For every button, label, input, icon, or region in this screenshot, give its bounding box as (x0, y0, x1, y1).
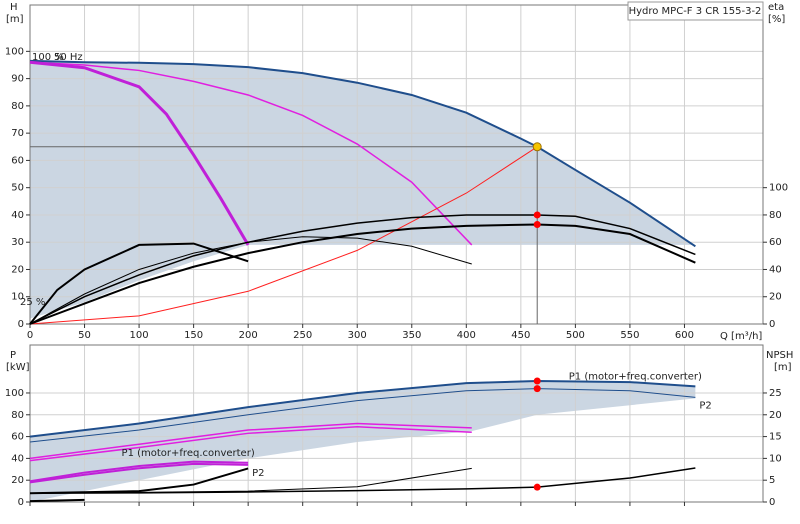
operating-point (533, 220, 541, 228)
curve (29, 498, 85, 503)
annotation: 25 % (20, 297, 45, 308)
x-tick-label: 550 (620, 330, 639, 341)
x-tick-label: 100 (130, 330, 149, 341)
y2-tick-label: 20 (769, 410, 782, 421)
operating-point (533, 483, 541, 491)
curve (29, 60, 250, 246)
curve (29, 61, 473, 246)
curve (29, 422, 472, 460)
y2-unit: [%] (768, 14, 785, 25)
y2-tick-label: 5 (769, 475, 775, 486)
x-tick-label: 350 (402, 330, 421, 341)
curve (29, 59, 696, 248)
annotation: 50 Hz (54, 52, 83, 63)
y-tick-label: 20 (11, 475, 24, 486)
title-box (627, 1, 764, 21)
y2-tick-label: 0 (769, 497, 775, 508)
x-tick-label: 450 (511, 330, 530, 341)
y-tick-label: 80 (11, 410, 24, 421)
curve-label: P2 (699, 400, 711, 411)
y-tick-label: 40 (11, 210, 24, 221)
y-tick-label: 20 (11, 264, 24, 275)
curve (29, 388, 696, 443)
curve (29, 467, 249, 495)
y-tick-label: 50 (11, 183, 24, 194)
y2-unit: [m] (774, 362, 792, 373)
x-tick-label: 50 (78, 330, 91, 341)
y2-label: eta (768, 2, 784, 13)
y2-tick-label: 10 (769, 453, 782, 464)
y-tick-label: 60 (11, 155, 24, 166)
curve (29, 146, 538, 325)
y-tick-label: 90 (11, 74, 24, 85)
curve-label: P1 (motor+freq.converter) (122, 448, 255, 459)
y-tick-label: 100 (5, 388, 24, 399)
y-unit: [kW] (6, 362, 30, 373)
y2-tick-label: 80 (769, 210, 782, 221)
curve (29, 242, 249, 325)
y2-tick-label: 0 (769, 319, 775, 330)
y2-tick-label: 25 (769, 388, 782, 399)
curve (29, 379, 696, 438)
shaded-area (30, 60, 696, 319)
x-tick-label: 500 (566, 330, 585, 341)
y-tick-label: 10 (11, 292, 24, 303)
y-tick-label: 60 (11, 432, 24, 443)
shaded-area (30, 380, 696, 502)
x-tick-label: 300 (348, 330, 367, 341)
operating-point (533, 377, 541, 385)
y-tick-label: 100 (5, 46, 24, 57)
annotation: 100 % (32, 52, 64, 63)
y-tick-label: 30 (11, 237, 24, 248)
curve (29, 467, 696, 495)
curve-label: P1 (motor+freq.converter) (569, 371, 702, 382)
curve (29, 460, 249, 483)
curve (29, 462, 249, 484)
curve (29, 214, 696, 325)
y-unit: [m] (6, 14, 24, 25)
x-tick-label: 400 (457, 330, 476, 341)
y2-tick-label: 40 (769, 264, 782, 275)
y-tick-label: 40 (11, 453, 24, 464)
y2-tick-label: 60 (769, 237, 782, 248)
curve-label: P2 (252, 468, 264, 479)
curve (29, 223, 696, 325)
y-tick-label: 0 (18, 497, 24, 508)
product-title: Hydro MPC-F 3 CR 155-3-2 (629, 6, 762, 17)
x-label: Q [m³/h] (720, 331, 762, 342)
y-tick-label: 0 (18, 319, 24, 330)
y2-tick-label: 100 (769, 183, 788, 194)
operating-point (533, 385, 541, 393)
x-tick-label: 200 (239, 330, 258, 341)
plot-frame (29, 344, 764, 503)
curve (29, 236, 472, 325)
plot-frame (29, 4, 764, 325)
x-tick-label: 0 (27, 330, 33, 341)
y-label: P (10, 350, 16, 361)
y2-tick-label: 20 (769, 292, 782, 303)
x-tick-label: 600 (675, 330, 694, 341)
y2-label: NPSH (766, 350, 793, 361)
duty-point (532, 142, 542, 152)
y-tick-label: 70 (11, 128, 24, 139)
x-tick-label: 250 (293, 330, 312, 341)
y-label: H (10, 2, 18, 13)
operating-point (533, 211, 541, 219)
y-tick-label: 80 (11, 101, 24, 112)
curve (29, 426, 472, 462)
x-tick-label: 150 (184, 330, 203, 341)
y2-tick-label: 15 (769, 432, 782, 443)
